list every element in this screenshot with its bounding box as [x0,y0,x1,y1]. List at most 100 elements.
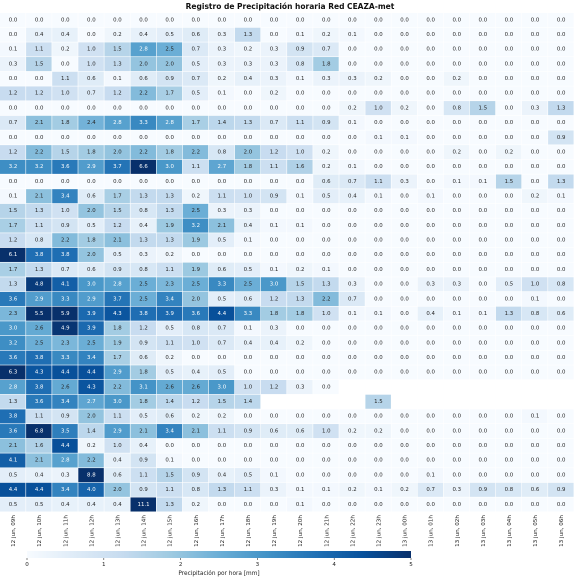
cell-value-label: 0.0 [479,355,488,361]
heatmap-cell [548,42,574,57]
heatmap-cell [287,321,313,336]
heatmap-cell [495,13,522,28]
cell-value-label: 0.0 [531,208,540,214]
heatmap-cell [130,335,156,351]
cell-value-label: 0.0 [296,252,305,258]
cell-value-label: 0.7 [87,91,96,97]
cell-value-label: 0.1 [426,194,435,200]
heatmap-cell [495,350,522,365]
cell-value-label: 0.0 [374,340,383,346]
cell-value-label: 0.6 [557,311,566,317]
heatmap-cell [495,247,522,262]
heatmap-cell [469,335,496,351]
heatmap-cell [339,247,365,262]
heatmap-cell [26,101,52,116]
heatmap-cell [234,145,261,160]
cell-value-label: 0.0 [531,472,540,478]
cell-value-label: 0.0 [531,179,540,185]
cell-value-label: 0.0 [348,252,357,258]
heatmap-cell [365,262,391,277]
cell-value-label: 0.0 [479,61,488,67]
cell-value-label: 0.1 [296,223,305,229]
heatmap-cell [261,13,287,28]
cell-value-label: 0.0 [452,238,461,244]
heatmap-cell [156,438,183,453]
cell-value-label: 0.5 [244,472,253,478]
cell-value-label: 2.1 [35,458,44,464]
heatmap-cell [156,218,183,233]
cell-value-label: 2.9 [35,296,44,302]
heatmap-cell [208,453,235,468]
heatmap-cell [495,335,522,351]
cell-value-label: 0.2 [505,149,514,155]
heatmap-cell [26,468,52,483]
cell-value-label: 1.1 [35,223,44,229]
heatmap-cell [522,453,548,468]
heatmap-cell [104,71,130,86]
heatmap-cell [391,174,417,189]
cell-value-label: 0.9 [165,76,174,82]
cell-value-label: 0.0 [322,208,331,214]
cell-value-label: 0.0 [374,326,383,332]
heatmap-cell [52,482,78,497]
cell-value-label: 1.2 [191,399,200,405]
heatmap-cell [443,145,470,160]
heatmap-cell [287,174,313,189]
heatmap-cell [130,306,156,321]
cell-value-label: 0.0 [426,502,435,508]
cell-value-label: 0.0 [426,355,435,361]
cell-value-label: 0.0 [322,443,331,449]
cell-value-label: 3.0 [165,164,174,170]
heatmap-cell [443,27,470,42]
cell-value-label: 3.3 [218,282,227,288]
heatmap-cell [26,394,52,409]
heatmap-cell [208,262,235,277]
heatmap-cell [365,86,391,101]
cell-value-label: 0.3 [270,47,279,53]
heatmap-cell [391,247,417,262]
cell-value-label: 0.1 [400,135,409,141]
heatmap-cell [417,468,444,483]
heatmap-cell [495,189,522,204]
cell-value-label: 4.1 [61,282,70,288]
heatmap-cell [208,203,235,218]
heatmap-cell [156,453,183,468]
heatmap-cell [391,115,417,130]
cell-value-label: 0.3 [348,76,357,82]
heatmap-cell [0,409,26,424]
heatmap-cell [495,291,522,306]
heatmap-cell [234,115,261,130]
heatmap-cell [156,57,183,72]
heatmap-cell [313,174,339,189]
heatmap-cell [208,57,235,72]
cell-value-label: 6.6 [139,164,148,170]
heatmap-cell [156,291,183,306]
heatmap-cell [208,174,235,189]
heatmap-cell [339,277,365,292]
heatmap-cell [548,203,574,218]
heatmap-cell [234,468,261,483]
cell-value-label: 0.0 [452,472,461,478]
heatmap-cell [234,174,261,189]
heatmap-cell [313,57,339,72]
cell-value-label: 0.3 [61,472,70,478]
cell-value-label: 0.5 [9,472,18,478]
heatmap-cell [156,159,183,174]
heatmap-cell [26,189,52,204]
heatmap-cell [156,247,183,262]
cell-value-label: 2.9 [87,164,96,170]
heatmap-cell [0,174,26,189]
cell-value-label: 6.1 [9,252,18,258]
cell-value-label: 1.9 [191,238,200,244]
heatmap-cell [26,203,52,218]
cell-value-label: 1.9 [165,223,174,229]
cell-value-label: 0.0 [505,164,514,170]
heatmap-cell [287,291,313,306]
heatmap-cell [130,438,156,453]
heatmap-cell [469,203,496,218]
cell-value-label: 0.0 [35,135,44,141]
heatmap-cell [339,482,365,497]
heatmap-cell [548,262,574,277]
heatmap-cell [208,497,235,512]
heatmap-cell [234,159,261,174]
